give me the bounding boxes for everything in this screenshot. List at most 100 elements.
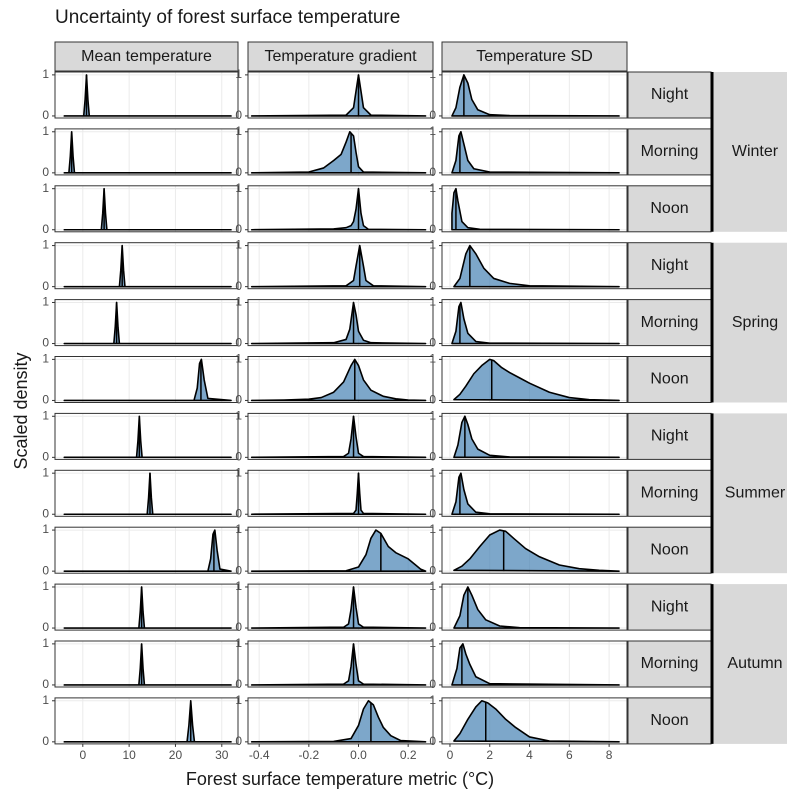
row-strip: [627, 412, 712, 460]
y-tick-label: 0: [429, 279, 436, 293]
y-tick-label: 0: [429, 393, 436, 407]
y-tick-label: 1: [429, 693, 436, 707]
panel: [442, 185, 627, 232]
y-tick-label: 0: [235, 165, 242, 179]
y-tick-label: 1: [235, 636, 242, 650]
density-area: [63, 358, 232, 402]
y-tick-label: 1: [429, 465, 436, 479]
panel-border: [54, 412, 239, 460]
density-area: [250, 415, 427, 459]
row-strip-label: Night: [651, 257, 689, 274]
density-area: [250, 586, 427, 629]
panel-border: [441, 299, 628, 347]
y-tick-label: 0: [429, 563, 436, 577]
y-tick-label: 0: [42, 279, 49, 293]
y-tick-label: 0: [235, 450, 242, 464]
row-strip-label: Noon: [650, 371, 688, 388]
x-tick-label: -0.4: [249, 748, 270, 762]
panel: [55, 641, 238, 687]
y-tick-label: 1: [42, 352, 49, 366]
x-axis-label: Forest surface temperature metric (°C): [186, 769, 494, 789]
x-tick-label: 4: [526, 748, 533, 762]
panel: [55, 584, 238, 631]
density-area: [451, 643, 620, 686]
y-tick-label: 1: [42, 579, 49, 593]
y-tick-label: 1: [429, 238, 436, 252]
y-tick-label: 1: [42, 67, 49, 81]
row-strip-label: Morning: [641, 485, 699, 502]
panel-border: [247, 128, 434, 176]
y-tick-label: 1: [42, 522, 49, 536]
density-area: [451, 472, 620, 516]
y-tick-label: 0: [235, 677, 242, 691]
panel-border: [247, 697, 434, 745]
panel-border: [54, 356, 239, 403]
y-tick-label: 0: [235, 336, 242, 350]
panel-border: [247, 242, 434, 290]
y-tick-label: 0: [429, 734, 436, 748]
y-tick-label: 0: [42, 336, 49, 350]
y-tick-label: 0: [429, 108, 436, 122]
season-strip: [712, 242, 787, 403]
row-strip: [627, 356, 712, 403]
y-tick-label: 1: [42, 238, 49, 252]
panel: [55, 470, 238, 517]
y-tick-label: 0: [235, 279, 242, 293]
panel: [55, 527, 238, 574]
panel: [248, 299, 433, 346]
density-area: [250, 244, 427, 288]
panel: [248, 72, 433, 118]
y-tick-label: 1: [429, 636, 436, 650]
x-tick-label: 0.0: [350, 748, 367, 762]
density-area: [451, 74, 620, 117]
y-tick-label: 0: [42, 734, 49, 748]
y-tick-label: 0: [429, 222, 436, 236]
panel: [248, 185, 433, 232]
panel: [55, 697, 238, 744]
y-tick-label: 0: [42, 222, 49, 236]
x-tick-label: 20: [169, 748, 183, 762]
row-strip: [627, 128, 712, 176]
panel-border: [54, 583, 239, 631]
y-tick-label: 0: [42, 393, 49, 407]
season-strip: [712, 584, 787, 744]
y-tick-label: 0: [235, 108, 242, 122]
panel-border: [441, 185, 628, 233]
panel-border: [54, 526, 239, 574]
y-tick-label: 1: [429, 352, 436, 366]
y-tick-label: 0: [235, 620, 242, 634]
y-tick-label: 0: [42, 563, 49, 577]
panel: [55, 185, 238, 232]
y-tick-label: 1: [429, 408, 436, 422]
x-tick-label: 8: [606, 748, 613, 762]
row-strip: [627, 640, 712, 688]
y-tick-label: 1: [235, 295, 242, 309]
y-tick-label: 1: [429, 295, 436, 309]
y-tick-label: 1: [42, 693, 49, 707]
panel-border: [441, 640, 628, 688]
row-strip: [627, 526, 712, 574]
density-area: [453, 415, 620, 459]
y-tick-label: 1: [429, 522, 436, 536]
panel-border: [441, 583, 628, 631]
y-tick-label: 1: [42, 181, 49, 195]
y-tick-label: 1: [235, 693, 242, 707]
density-area: [63, 699, 232, 743]
x-tick-label: 6: [566, 748, 573, 762]
panel: [248, 470, 433, 517]
panel-border: [54, 299, 239, 347]
y-tick-label: 0: [42, 620, 49, 634]
panel-border: [54, 640, 239, 688]
y-tick-label: 0: [235, 222, 242, 236]
panel: [55, 242, 238, 289]
panel-border: [441, 128, 628, 176]
y-tick-label: 0: [42, 165, 49, 179]
panel: [248, 697, 433, 744]
panel-border: [247, 469, 434, 517]
row-strip: [627, 469, 712, 517]
y-tick-label: 1: [42, 124, 49, 138]
panel-border: [247, 412, 434, 460]
y-tick-label: 1: [429, 579, 436, 593]
panel: [248, 641, 433, 687]
